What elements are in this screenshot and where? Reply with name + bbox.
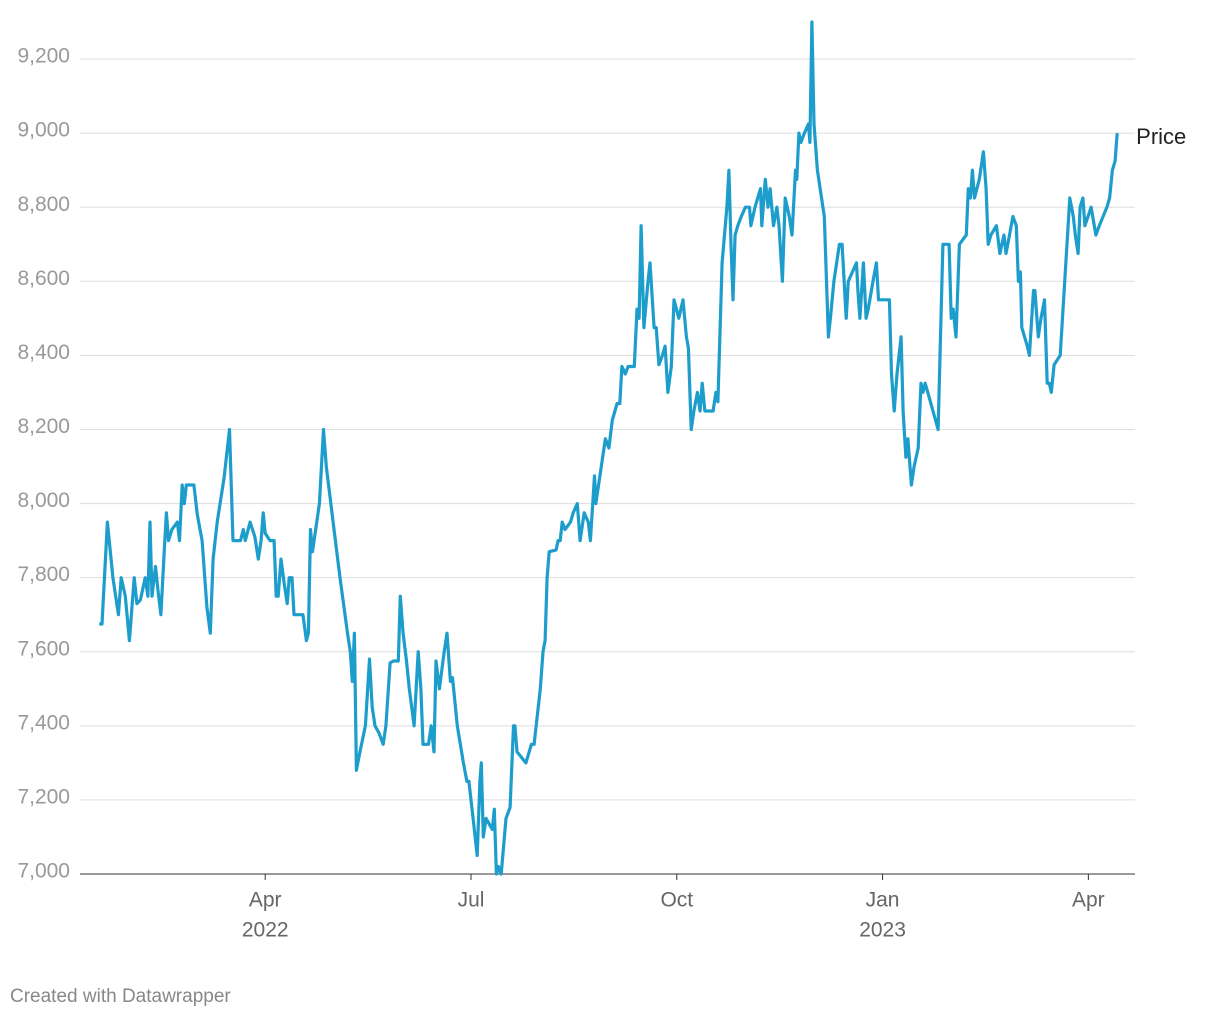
y-tick-label: 8,400 xyxy=(17,341,70,364)
y-tick-label: 9,000 xyxy=(17,119,70,142)
x-tick-label: Oct xyxy=(660,889,693,912)
y-tick-label: 8,800 xyxy=(17,193,70,216)
x-tick-year: 2023 xyxy=(859,919,906,942)
y-tick-label: 7,200 xyxy=(17,785,70,808)
x-tick-year: 2022 xyxy=(242,919,289,942)
y-tick-label: 7,000 xyxy=(17,860,70,883)
x-tick-label: Jul xyxy=(458,889,485,912)
y-tick-label: 8,000 xyxy=(17,489,70,512)
x-tick-label: Jan xyxy=(866,889,900,912)
price-line xyxy=(99,20,1119,876)
y-tick-label: 8,600 xyxy=(17,267,70,290)
y-tick-label: 7,800 xyxy=(17,563,70,586)
series-label: Price xyxy=(1136,124,1186,149)
credit: Created with Datawrapper xyxy=(10,986,231,1007)
y-tick-label: 8,200 xyxy=(17,415,70,438)
x-tick-label: Apr xyxy=(249,889,282,912)
y-tick-label: 7,400 xyxy=(17,711,70,734)
y-tick-label: 7,600 xyxy=(17,637,70,660)
y-tick-label: 9,200 xyxy=(17,45,70,68)
x-tick-label: Apr xyxy=(1072,889,1105,912)
